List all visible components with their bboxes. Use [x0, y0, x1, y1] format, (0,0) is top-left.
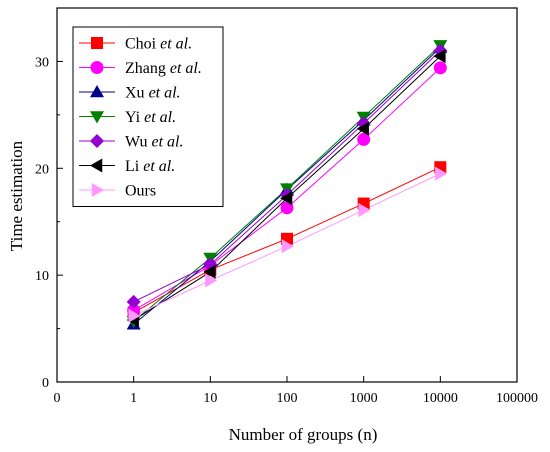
legend-label-yi: Yi et al.: [125, 109, 176, 126]
y-tick-label: 0: [42, 376, 49, 391]
data-point-ours: [128, 308, 141, 323]
legend-series-name: Zhang: [125, 60, 166, 77]
x-tick-label: 1000: [350, 391, 378, 406]
legend-series-name: Li: [125, 158, 140, 175]
legend-label-ours: Ours: [125, 183, 156, 200]
legend-label-zhang: Zhang et al.: [125, 60, 202, 77]
legend: Choi et al.Zhang et al.Xu et al.Yi et al…: [72, 26, 224, 207]
legend-marker-yi: [90, 111, 104, 124]
y-tick-label: 10: [35, 269, 49, 284]
legend-series-suffix: et al.: [156, 36, 192, 53]
data-point-zhang: [280, 201, 294, 215]
legend-marker-zhang: [90, 61, 104, 74]
data-point-li: [356, 121, 369, 136]
legend-label-li: Li et al.: [125, 158, 175, 175]
data-point-wu: [126, 294, 141, 309]
data-point-li: [203, 264, 216, 279]
legend-series-suffix: et al.: [139, 158, 175, 175]
legend-series-name: Wu: [125, 134, 147, 151]
x-tick-label: 100000: [496, 391, 538, 406]
legend-series-name: Choi: [125, 36, 157, 53]
data-point-ours: [281, 239, 294, 254]
legend-series-suffix: et al.: [145, 85, 181, 102]
y-tick-label: 20: [35, 162, 49, 177]
series-markers: [126, 40, 448, 330]
legend-marker-wu: [90, 134, 104, 148]
legend-marker-choi: [91, 37, 103, 49]
axes: 0 1 10 100 1000 10000 100000 0 10 20 30: [35, 7, 538, 406]
legend-series-name: Yi: [125, 109, 141, 126]
x-tick-label: 10000: [423, 391, 458, 406]
x-tick-label: 0: [54, 391, 61, 406]
y-tick-label: 30: [35, 55, 49, 70]
legend-series-suffix: et al.: [140, 109, 176, 126]
x-tick-label: 100: [277, 391, 298, 406]
legend-series-suffix: et al.: [147, 134, 183, 151]
legend-series-name: Ours: [125, 183, 156, 200]
data-point-li: [433, 49, 446, 64]
legend-series-name: Xu: [125, 85, 145, 102]
legend-label-xu: Xu et al.: [125, 85, 181, 102]
legend-marker-li: [90, 158, 103, 173]
data-point-ours: [435, 166, 448, 181]
data-point-li: [280, 191, 293, 206]
x-tick-label: 10: [203, 391, 217, 406]
x-axis-title: Number of groups (n): [229, 425, 378, 444]
y-axis-title: Time estimation: [7, 140, 26, 251]
data-point-zhang: [357, 132, 371, 146]
legend-label-choi: Choi et al.: [125, 36, 192, 53]
legend-marker-xu: [90, 85, 104, 98]
x-tick-label: 1: [130, 391, 137, 406]
legend-label-wu: Wu et al.: [125, 134, 183, 151]
data-point-ours: [205, 273, 218, 288]
data-point-zhang: [433, 61, 447, 75]
legend-marker-ours: [91, 183, 104, 197]
legend-series-suffix: et al.: [166, 60, 202, 77]
data-point-ours: [358, 202, 371, 217]
